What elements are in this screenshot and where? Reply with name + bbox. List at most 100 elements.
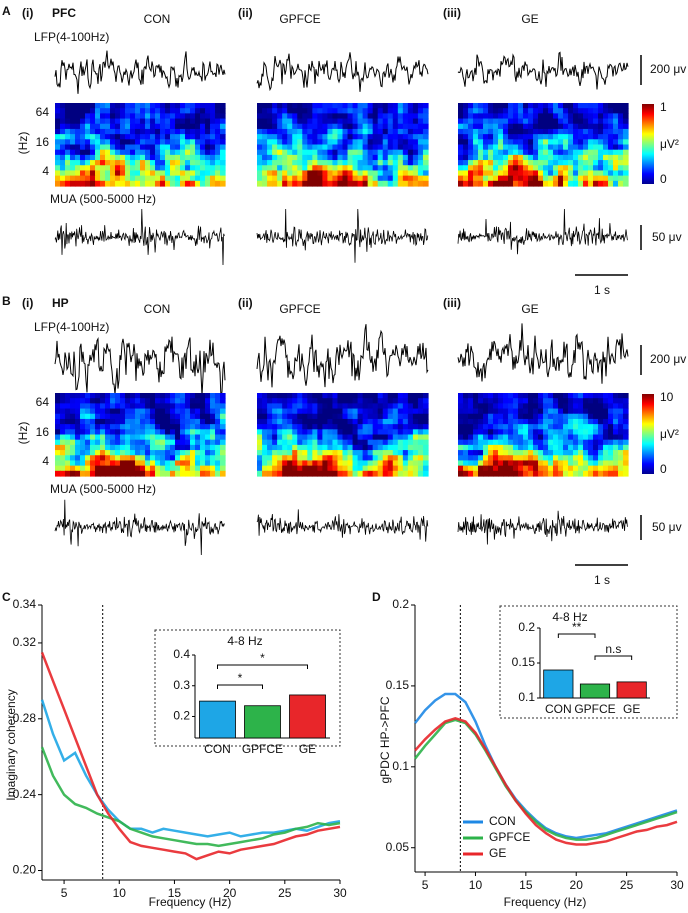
spectrogram-cell bbox=[478, 129, 484, 135]
spectrogram-cell bbox=[618, 113, 624, 119]
spectrogram-cell bbox=[215, 455, 221, 461]
spectrogram-cell bbox=[348, 176, 354, 182]
spectrogram-cell bbox=[603, 103, 609, 109]
spectrogram-cell bbox=[95, 460, 101, 466]
spectrogram-cell bbox=[337, 145, 343, 151]
spectrogram-cell bbox=[558, 409, 564, 415]
spectrogram-cell bbox=[573, 450, 579, 456]
spectrogram-cell bbox=[282, 181, 288, 187]
spectrogram-cell bbox=[358, 440, 364, 446]
spectrogram-cell bbox=[105, 424, 111, 430]
spectrogram-cell bbox=[358, 466, 364, 472]
spectrogram-cell bbox=[483, 119, 489, 125]
spectrogram-cell bbox=[135, 170, 141, 176]
spectrogram-cell bbox=[578, 139, 584, 145]
spectrogram-cell bbox=[483, 393, 489, 399]
spectrogram-cell bbox=[170, 414, 176, 420]
spectrogram-cell bbox=[262, 124, 268, 130]
spectrogram-cell bbox=[598, 103, 604, 109]
spectrogram-cell bbox=[175, 414, 181, 420]
spectrogram-cell bbox=[125, 450, 131, 456]
spectrogram-cell bbox=[368, 429, 374, 435]
spectrogram-cell bbox=[175, 445, 181, 451]
y-tick-label: 0.1 bbox=[518, 690, 535, 704]
spectrogram-cell bbox=[543, 181, 549, 187]
spectrogram-cell bbox=[327, 129, 333, 135]
spectrogram-cell bbox=[272, 119, 278, 125]
spectrogram-cell bbox=[408, 445, 414, 451]
spectrogram-cell bbox=[292, 440, 298, 446]
spectrogram-cell bbox=[413, 440, 419, 446]
spectrogram-cell bbox=[100, 455, 106, 461]
spectrogram-cell bbox=[160, 119, 166, 125]
spectrogram-cell bbox=[583, 445, 589, 451]
spectrogram-cell bbox=[210, 170, 216, 176]
spectrogram-cell bbox=[105, 124, 111, 130]
spectrogram-cell bbox=[175, 124, 181, 130]
spectrogram-cell bbox=[573, 424, 579, 430]
spectrogram-cell bbox=[418, 134, 424, 140]
spectrogram-cell bbox=[423, 403, 429, 409]
spectrogram-cell bbox=[205, 119, 211, 125]
spectrogram-cell bbox=[272, 139, 278, 145]
spectrogram-cell bbox=[317, 471, 323, 477]
spectrogram-cell bbox=[282, 155, 288, 161]
spectrogram-cell bbox=[200, 393, 206, 399]
spectrogram-cell bbox=[378, 119, 384, 125]
spectrogram-cell bbox=[398, 124, 404, 130]
spectrogram-cell bbox=[110, 165, 116, 171]
lfp-trace bbox=[257, 52, 428, 92]
spectrogram-cell bbox=[175, 160, 181, 166]
spectrogram-cell bbox=[458, 471, 464, 477]
spectrogram-cell bbox=[468, 419, 474, 425]
spectrogram-cell bbox=[588, 424, 594, 430]
spectrogram-cell bbox=[623, 460, 629, 466]
spectrogram-cell bbox=[478, 460, 484, 466]
spectrogram-cell bbox=[130, 398, 136, 404]
spectrogram-cell bbox=[568, 435, 574, 441]
spectrogram-cell bbox=[125, 403, 131, 409]
spectrogram-cell bbox=[210, 134, 216, 140]
spectrogram-cell bbox=[302, 460, 308, 466]
spectrogram-cell bbox=[603, 134, 609, 140]
spectrogram-cell bbox=[343, 108, 349, 114]
colorbar-label: 1 bbox=[660, 100, 667, 114]
spectrogram-cell bbox=[292, 124, 298, 130]
spectrogram-cell bbox=[65, 145, 71, 151]
spectrogram-cell bbox=[140, 409, 146, 415]
spectrogram-cell bbox=[563, 419, 569, 425]
spectrogram-cell bbox=[353, 398, 359, 404]
spectrogram-cell bbox=[418, 103, 424, 109]
spectrogram-cell bbox=[348, 429, 354, 435]
spectrogram-cell bbox=[150, 139, 156, 145]
spectrogram-cell bbox=[538, 113, 544, 119]
spectrogram-cell bbox=[155, 460, 161, 466]
spectrogram-cell bbox=[150, 429, 156, 435]
spectrogram-cell bbox=[337, 398, 343, 404]
spectrogram-cell bbox=[60, 160, 66, 166]
spectrogram-cell bbox=[215, 119, 221, 125]
spectrogram-cell bbox=[322, 160, 328, 166]
spectrogram-cell bbox=[353, 176, 359, 182]
spectrogram-cell bbox=[155, 103, 161, 109]
spectrogram-cell bbox=[100, 450, 106, 456]
spectrogram-cell bbox=[353, 414, 359, 420]
spectrogram-cell bbox=[363, 393, 369, 399]
spectrogram-cell bbox=[297, 119, 303, 125]
spectrogram-cell bbox=[478, 409, 484, 415]
spectrogram-cell bbox=[578, 119, 584, 125]
spectrogram-cell bbox=[292, 113, 298, 119]
spectrogram-cell bbox=[478, 429, 484, 435]
spectrogram-cell bbox=[463, 429, 469, 435]
spectrogram-cell bbox=[393, 419, 399, 425]
spectrogram-cell bbox=[297, 440, 303, 446]
spectrogram-cell bbox=[135, 445, 141, 451]
spectrogram-cell bbox=[272, 176, 278, 182]
spectrogram-cell bbox=[75, 445, 81, 451]
spectrogram-cell bbox=[353, 113, 359, 119]
spectrogram-cell bbox=[358, 155, 364, 161]
colorbar-label: μV² bbox=[660, 427, 679, 441]
spectrogram-cell bbox=[105, 460, 111, 466]
spectrogram-cell bbox=[358, 455, 364, 461]
spectrogram-cell bbox=[463, 134, 469, 140]
